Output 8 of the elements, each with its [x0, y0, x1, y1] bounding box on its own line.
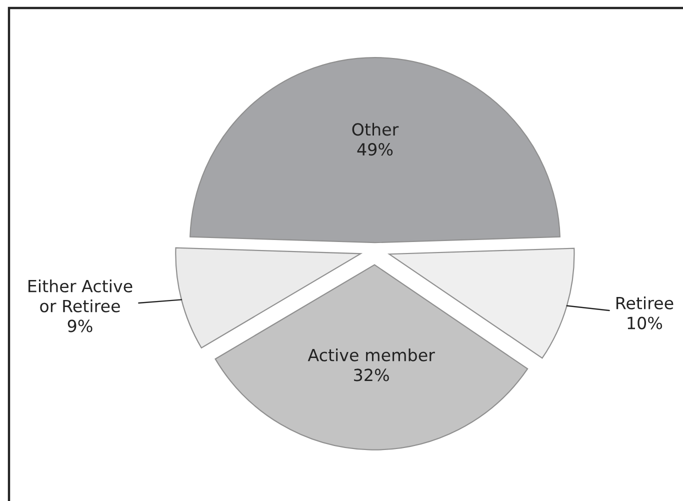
- slice-label: Other: [352, 122, 399, 136]
- data-label: 32%: [354, 368, 389, 382]
- data-label: 49%: [357, 143, 393, 156]
- slice-label: Either Active or Retiree: [28, 280, 132, 312]
- data-label: 10%: [628, 316, 662, 330]
- data-label: 9%: [68, 320, 92, 332]
- slice-label: Active member: [308, 348, 435, 362]
- slice-label: Retiree: [616, 296, 674, 310]
